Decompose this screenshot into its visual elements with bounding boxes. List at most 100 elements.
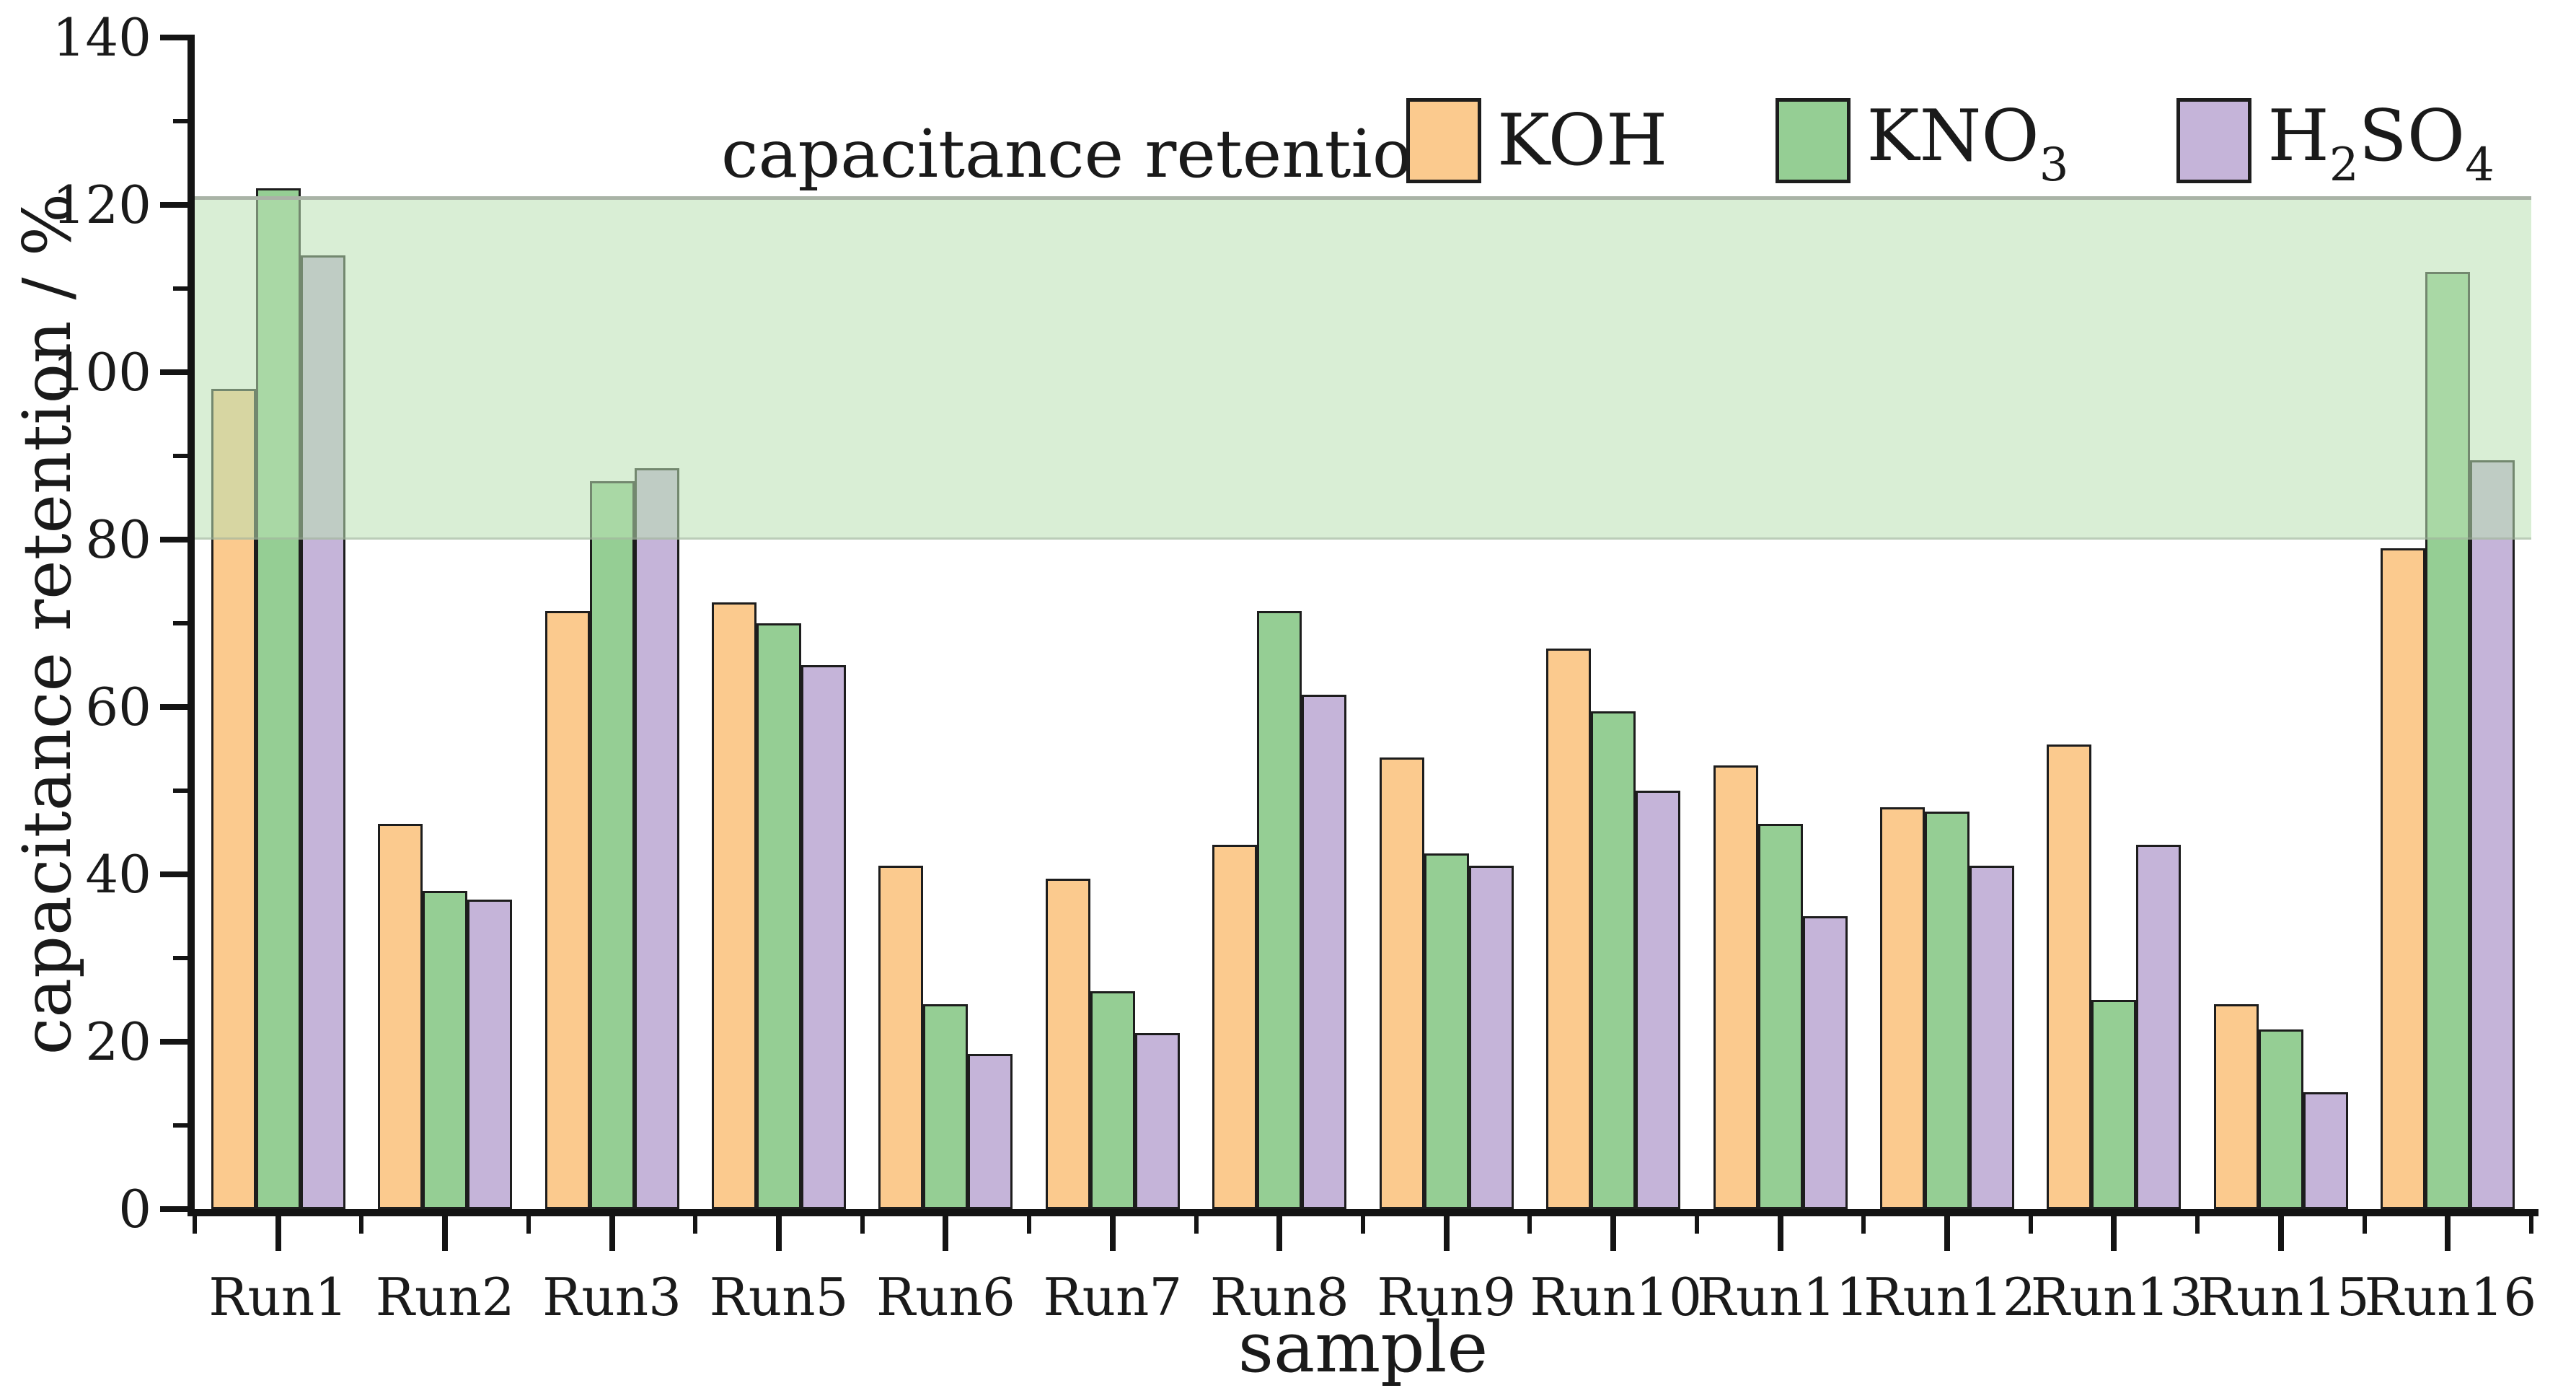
bar-kno3-run9: [1424, 853, 1469, 1209]
x-major-tick: [275, 1216, 281, 1251]
y-minor-tick: [173, 621, 188, 625]
x-category-label: Run6: [876, 1267, 1015, 1327]
x-boundary-tick: [1194, 1216, 1199, 1234]
bar-kno3-run15: [2258, 1029, 2303, 1209]
x-boundary-tick: [2362, 1216, 2367, 1234]
legend-item-h2so4: H2SO4: [2176, 94, 2495, 192]
bar-koh-run12: [1880, 807, 1925, 1209]
bar-koh-run16: [2381, 548, 2426, 1209]
x-axis-line: [188, 1209, 2538, 1216]
y-major-tick: [160, 1206, 188, 1212]
bar-koh-run2: [378, 824, 423, 1209]
x-boundary-tick: [2028, 1216, 2033, 1234]
legend: KOH KNO3 H2SO4: [1406, 94, 2495, 192]
bar-kno3-run13: [2091, 1000, 2137, 1209]
x-category-label: Run8: [1209, 1267, 1349, 1327]
y-major-tick: [160, 537, 188, 543]
bar-koh-run6: [878, 866, 924, 1209]
x-major-tick: [2277, 1216, 2284, 1251]
legend-label-part: 4: [2465, 139, 2495, 192]
x-major-tick: [2445, 1216, 2451, 1251]
x-boundary-tick: [526, 1216, 531, 1234]
legend-item-kno3: KNO3: [1776, 94, 2068, 192]
bar-kno3-run8: [1257, 610, 1302, 1209]
bar-h2so4-run8: [1302, 694, 1347, 1209]
x-category-label: Run13: [2030, 1267, 2203, 1327]
bar-h2so4-run7: [1134, 1033, 1180, 1209]
bar-koh-run8: [1212, 845, 1258, 1209]
y-tick-label: 80: [85, 509, 151, 570]
x-boundary-tick: [1527, 1216, 1532, 1234]
x-major-tick: [943, 1216, 949, 1251]
bar-kno3-run10: [1591, 711, 1636, 1209]
bar-h2so4-run12: [1970, 866, 2014, 1209]
x-boundary-tick: [693, 1216, 698, 1234]
bar-koh-run9: [1379, 757, 1424, 1209]
y-minor-tick: [173, 119, 188, 123]
bar-koh-run13: [2047, 744, 2092, 1209]
x-category-label: Run5: [709, 1267, 849, 1327]
bar-kno3-run7: [1090, 991, 1135, 1209]
bar-h2so4-run15: [2303, 1091, 2348, 1209]
bar-kno3-run2: [423, 891, 468, 1209]
bar-koh-run3: [544, 610, 590, 1209]
legend-item-koh: KOH: [1406, 98, 1667, 183]
y-tick-label: 0: [118, 1179, 151, 1239]
y-tick-label: 40: [85, 844, 151, 905]
x-axis-title: sample: [1238, 1307, 1488, 1388]
y-tick-label: 60: [85, 677, 151, 737]
x-major-tick: [1610, 1216, 1617, 1251]
bar-koh-run5: [712, 602, 757, 1209]
bar-h2so4-run10: [1636, 791, 1681, 1209]
y-axis-line: [188, 35, 195, 1216]
legend-label-part: KOH: [1497, 100, 1668, 182]
y-tick-label: 100: [52, 342, 151, 403]
y-minor-tick: [173, 789, 188, 793]
legend-swatch-kno3: [1776, 98, 1851, 183]
y-major-tick: [160, 704, 188, 710]
legend-label-part: SO: [2358, 95, 2466, 177]
legend-label-part: 3: [2039, 139, 2069, 192]
bar-koh-run10: [1546, 648, 1592, 1209]
x-boundary-tick: [1361, 1216, 1365, 1234]
y-tick-label: 140: [52, 7, 151, 68]
x-category-label: Run9: [1377, 1267, 1517, 1327]
x-boundary-tick: [359, 1216, 364, 1234]
x-major-tick: [776, 1216, 782, 1251]
x-boundary-tick: [2195, 1216, 2200, 1234]
x-major-tick: [1109, 1216, 1116, 1251]
y-tick-label: 120: [52, 175, 151, 235]
bar-h2so4-run11: [1802, 916, 1848, 1209]
x-boundary-tick: [1027, 1216, 1032, 1234]
x-boundary-tick: [1694, 1216, 1699, 1234]
bar-kno3-run12: [1925, 812, 1970, 1209]
x-major-tick: [1276, 1216, 1283, 1251]
y-minor-tick: [173, 956, 188, 960]
bar-h2so4-run5: [801, 665, 846, 1209]
chart-title: capacitance retention: [721, 115, 1455, 193]
bar-koh-run15: [2213, 1003, 2259, 1209]
x-category-label: Run2: [375, 1267, 515, 1327]
y-minor-tick: [173, 286, 188, 291]
x-boundary-tick: [193, 1216, 197, 1234]
bar-kno3-run5: [757, 623, 801, 1209]
x-major-tick: [442, 1216, 449, 1251]
legend-label-part: H: [2267, 95, 2329, 177]
bar-h2so4-run16: [2470, 460, 2515, 1209]
x-major-tick: [1443, 1216, 1450, 1251]
bar-kno3-run6: [923, 1003, 969, 1209]
x-major-tick: [609, 1216, 615, 1251]
x-category-label: Run16: [2364, 1267, 2537, 1327]
y-minor-tick: [173, 454, 188, 458]
bar-h2so4-run9: [1468, 866, 1514, 1209]
bar-h2so4-run3: [634, 468, 679, 1209]
legend-label-koh: KOH: [1497, 98, 1667, 183]
legend-label-part: KNO: [1866, 95, 2039, 177]
legend-swatch-koh: [1406, 98, 1481, 183]
x-boundary-tick: [1861, 1216, 1866, 1234]
x-category-label: Run15: [2197, 1267, 2370, 1327]
x-major-tick: [1777, 1216, 1783, 1251]
y-tick-label: 20: [85, 1011, 151, 1072]
bar-koh-run11: [1713, 765, 1758, 1209]
